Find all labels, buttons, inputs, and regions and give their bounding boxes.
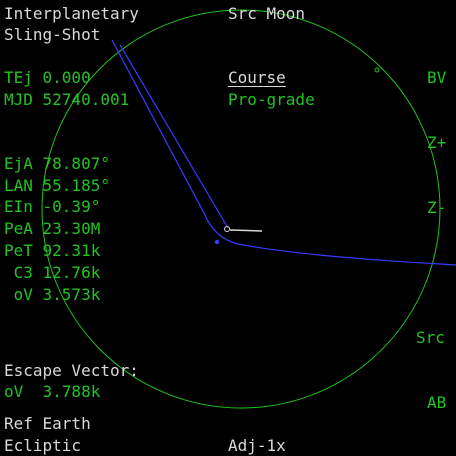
course-label: Course	[228, 68, 286, 87]
zoom-out-button[interactable]: Z-	[427, 198, 447, 217]
mfd-title-line2: Sling-Shot	[4, 25, 101, 44]
source-select-button[interactable]: Src	[416, 328, 445, 347]
periapsis-time: PeT 92.31k	[4, 241, 101, 260]
orbital-velocity: oV 3.573k	[4, 285, 101, 304]
mfd-title-line1: Interplanetary	[4, 4, 139, 23]
ejection-time: TEj 0.000	[4, 68, 91, 87]
inner-trajectory	[119, 44, 229, 229]
ab-button[interactable]: AB	[427, 393, 447, 412]
periapsis-altitude: PeA 23.30M	[4, 219, 101, 238]
orbit-marker	[374, 67, 380, 73]
ejection-angle: EjA 78.807°	[4, 154, 110, 173]
periapsis-point	[214, 239, 220, 245]
moon-orbit-circle	[41, 9, 441, 409]
reference-frame: Ecliptic	[4, 436, 82, 455]
moon-position	[224, 226, 230, 232]
velocity-vector	[229, 229, 263, 232]
escape-vector-label: Escape Vector:	[4, 361, 139, 380]
mjd-date: MJD 52740.001	[4, 90, 130, 109]
adjust-step: Adj-1x	[228, 436, 286, 455]
longitude-ascending-node: LAN 55.185°	[4, 176, 110, 195]
course-mode: Pro-grade	[228, 90, 315, 109]
c3-energy: C3 12.76k	[4, 263, 101, 282]
escape-velocity: oV 3.788k	[4, 382, 101, 401]
ejection-inclination: EIn -0.39°	[4, 197, 101, 216]
source-body: Src Moon	[228, 4, 306, 23]
reference-body: Ref Earth	[4, 414, 91, 433]
escape-trajectory	[111, 39, 456, 266]
bv-button[interactable]: BV	[427, 68, 447, 87]
zoom-in-button[interactable]: Z+	[427, 133, 447, 152]
